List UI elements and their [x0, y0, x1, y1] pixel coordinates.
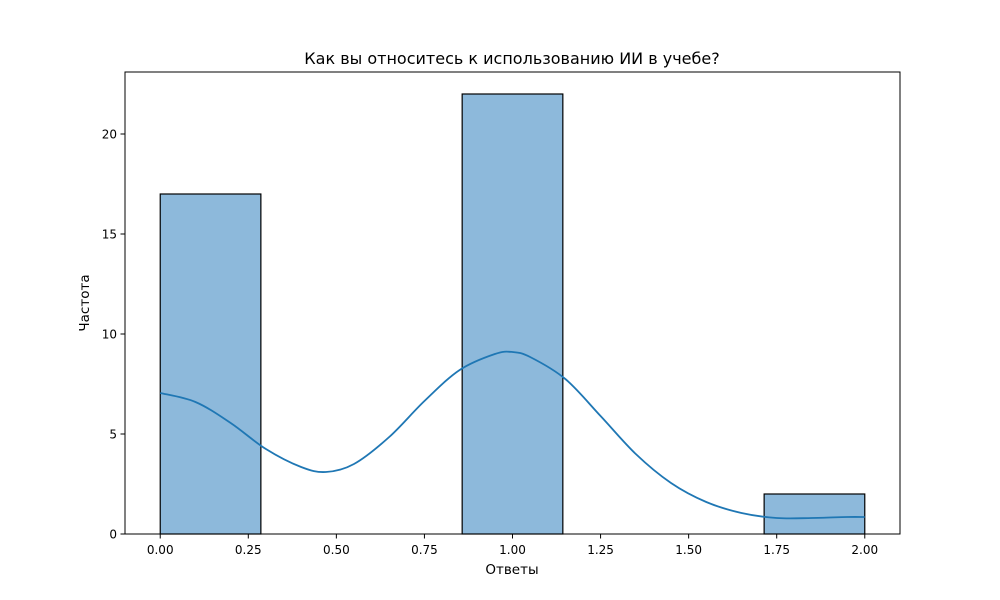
- x-tick-label-3: 0.75: [411, 543, 438, 557]
- x-axis-ticks: 0.00 0.25 0.50 0.75 1.00 1.25 1.50 1.75 2.00: [147, 534, 878, 557]
- x-tick-label-2: 0.50: [323, 543, 350, 557]
- kde-group: [160, 350, 865, 520]
- x-tick-label-8: 2.00: [851, 543, 878, 557]
- histogram-bar-0: [159, 193, 262, 535]
- x-tick-label-6: 1.50: [675, 543, 702, 557]
- y-tick-label-2: 10: [102, 328, 117, 342]
- chart-title: Как вы относитесь к использованию ИИ в у…: [304, 49, 719, 68]
- kde-line: [160, 350, 865, 520]
- y-tick-label-1: 5: [109, 428, 117, 442]
- y-tick-label-3: 15: [102, 228, 117, 242]
- x-tick-label-0: 0.00: [147, 543, 174, 557]
- bars-group: [159, 93, 866, 535]
- x-tick-label-4: 1.00: [499, 543, 526, 557]
- y-axis-ticks: 0 5 10 15 20: [102, 128, 125, 542]
- histogram-bar-1: [461, 93, 564, 535]
- x-tick-label-1: 0.25: [235, 543, 262, 557]
- y-tick-label-4: 20: [102, 128, 117, 142]
- x-axis-label: Ответы: [485, 562, 538, 578]
- y-tick-label-0: 0: [109, 528, 117, 542]
- y-axis-label: Частота: [77, 274, 93, 331]
- x-tick-label-7: 1.75: [763, 543, 790, 557]
- x-tick-label-5: 1.25: [587, 543, 614, 557]
- histogram-bar-2: [763, 493, 866, 535]
